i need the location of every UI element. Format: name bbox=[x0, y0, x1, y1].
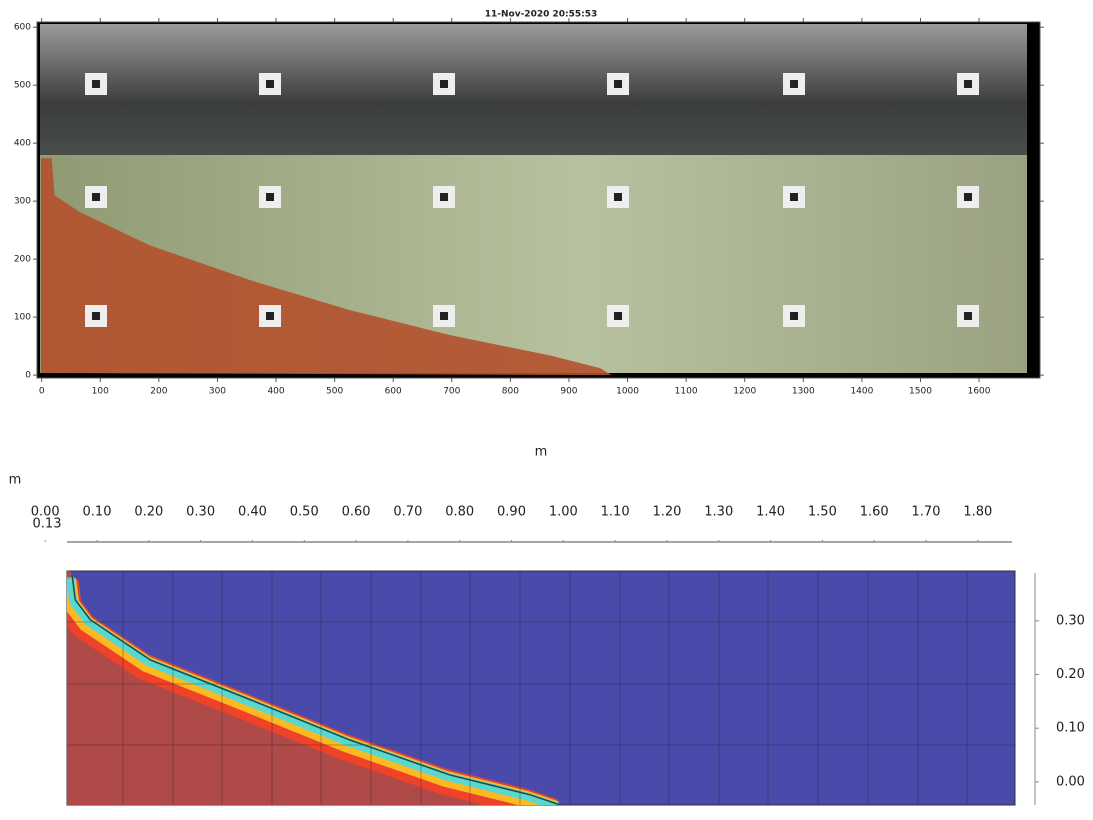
x-tick-label: 0 bbox=[39, 387, 45, 397]
y-tick-label: 200 bbox=[14, 255, 31, 265]
y-tick-label: 100 bbox=[14, 313, 31, 323]
x-tick-label: 1.70 bbox=[912, 505, 941, 520]
x-tick-label: 700 bbox=[443, 387, 460, 397]
y-tick-label: 0.20 bbox=[1056, 667, 1085, 682]
marker-dot bbox=[440, 193, 448, 201]
x-tick-label: 300 bbox=[209, 387, 226, 397]
marker-dot bbox=[614, 193, 622, 201]
saturated-region bbox=[67, 571, 561, 805]
x-tick-label: 1500 bbox=[909, 387, 932, 397]
x-tick-label: 1000 bbox=[616, 387, 639, 397]
y-axis-label: m bbox=[9, 473, 22, 488]
front-line bbox=[71, 575, 561, 805]
x-tick-label: 0.90 bbox=[497, 505, 526, 520]
x-tick-label: 800 bbox=[502, 387, 519, 397]
x-tick-label: 1300 bbox=[792, 387, 815, 397]
x-tick-label: 200 bbox=[150, 387, 167, 397]
x-tick-label: 0.20 bbox=[134, 505, 163, 520]
x-tick-label: 1.20 bbox=[652, 505, 681, 520]
marker-dot bbox=[790, 312, 798, 320]
field-layer bbox=[67, 571, 1015, 805]
x-tick-label: 1600 bbox=[968, 387, 991, 397]
marker-dot bbox=[614, 312, 622, 320]
x-axis-label: m bbox=[535, 445, 548, 460]
x-tick-label: 0.00 bbox=[31, 505, 60, 520]
marker-dot bbox=[92, 312, 100, 320]
marker-dot bbox=[614, 80, 622, 88]
y-tick-label: 0 bbox=[25, 371, 31, 381]
x-tick-label: 1.10 bbox=[601, 505, 630, 520]
plot-frame bbox=[36, 21, 1041, 379]
x-tick-label: 1200 bbox=[733, 387, 756, 397]
y-tick-label: 0.30 bbox=[1056, 613, 1085, 628]
y-tick-label: 400 bbox=[14, 139, 31, 149]
marker-dot bbox=[964, 193, 972, 201]
annotation: 0.13 bbox=[33, 517, 62, 532]
marker-dot bbox=[440, 80, 448, 88]
x-tick-label: 1.80 bbox=[963, 505, 992, 520]
x-tick-label: 0.80 bbox=[445, 505, 474, 520]
x-tick-label: 1.50 bbox=[808, 505, 837, 520]
x-tick-label: 0.70 bbox=[393, 505, 422, 520]
marker-dot bbox=[266, 312, 274, 320]
x-tick-label: 500 bbox=[326, 387, 343, 397]
y-tick-label: 300 bbox=[14, 197, 31, 207]
x-tick-label: 1.00 bbox=[549, 505, 578, 520]
y-tick-label: 0.00 bbox=[1056, 774, 1085, 789]
x-tick-label: 1.60 bbox=[860, 505, 889, 520]
marker-dot bbox=[790, 193, 798, 201]
y-tick-label: 500 bbox=[14, 81, 31, 91]
x-tick-label: 0.30 bbox=[186, 505, 215, 520]
x-tick-label: 0.10 bbox=[83, 505, 112, 520]
chart-title: 11-Nov-2020 20:55:53 bbox=[485, 10, 598, 20]
marker-dot bbox=[440, 312, 448, 320]
y-tick-label: 600 bbox=[14, 23, 31, 33]
x-tick-label: 900 bbox=[560, 387, 577, 397]
x-tick-label: 0.60 bbox=[342, 505, 371, 520]
x-tick-label: 600 bbox=[385, 387, 402, 397]
marker-dot bbox=[266, 80, 274, 88]
x-tick-label: 1.40 bbox=[756, 505, 785, 520]
transition-band bbox=[67, 576, 560, 805]
marker-dot bbox=[92, 80, 100, 88]
marker-dot bbox=[92, 193, 100, 201]
photo bbox=[37, 22, 1040, 378]
x-tick-label: 0.40 bbox=[238, 505, 267, 520]
marker-dot bbox=[964, 80, 972, 88]
x-tick-label: 1.30 bbox=[704, 505, 733, 520]
x-tick-label: 400 bbox=[267, 387, 284, 397]
plastic-cover bbox=[40, 24, 1027, 157]
dyed-region bbox=[41, 158, 612, 376]
marker-dot bbox=[266, 193, 274, 201]
y-tick-label: 0.10 bbox=[1056, 721, 1085, 736]
x-tick-label: 0.50 bbox=[290, 505, 319, 520]
x-tick-label: 1400 bbox=[850, 387, 873, 397]
marker-dot bbox=[964, 312, 972, 320]
marker-dot bbox=[790, 80, 798, 88]
x-tick-label: 100 bbox=[92, 387, 109, 397]
x-tick-label: 1100 bbox=[675, 387, 698, 397]
